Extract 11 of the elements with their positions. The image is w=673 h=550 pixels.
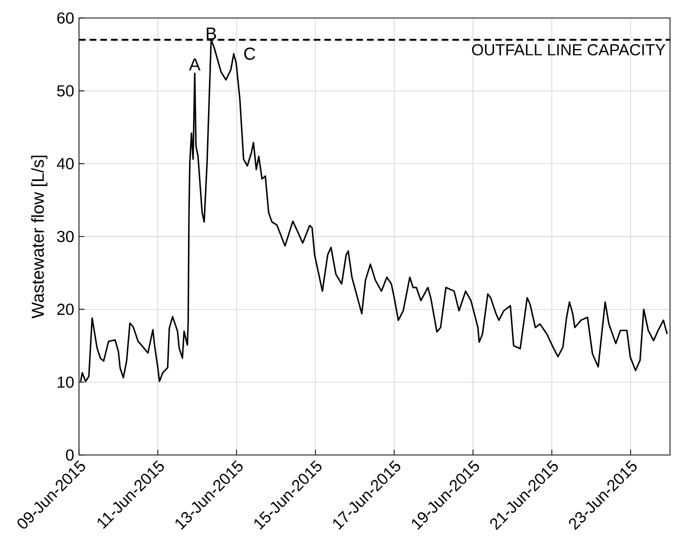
y-tick-label: 60 [57,12,74,24]
y-axis-title: Wastewater flow [L/s] [31,156,48,318]
y-tick-label: 20 [57,304,74,315]
annotation: A [189,58,200,70]
y-tick-label: 0 [66,449,74,461]
annotation: C [244,48,256,60]
y-tick-label: 50 [57,85,74,96]
y-tick-label: 10 [58,376,74,388]
ref-line-label: OUTFALL LINE CAPACITY [472,44,666,56]
y-tick-label: 40 [56,158,74,170]
y-tick-label: 30 [57,230,74,242]
